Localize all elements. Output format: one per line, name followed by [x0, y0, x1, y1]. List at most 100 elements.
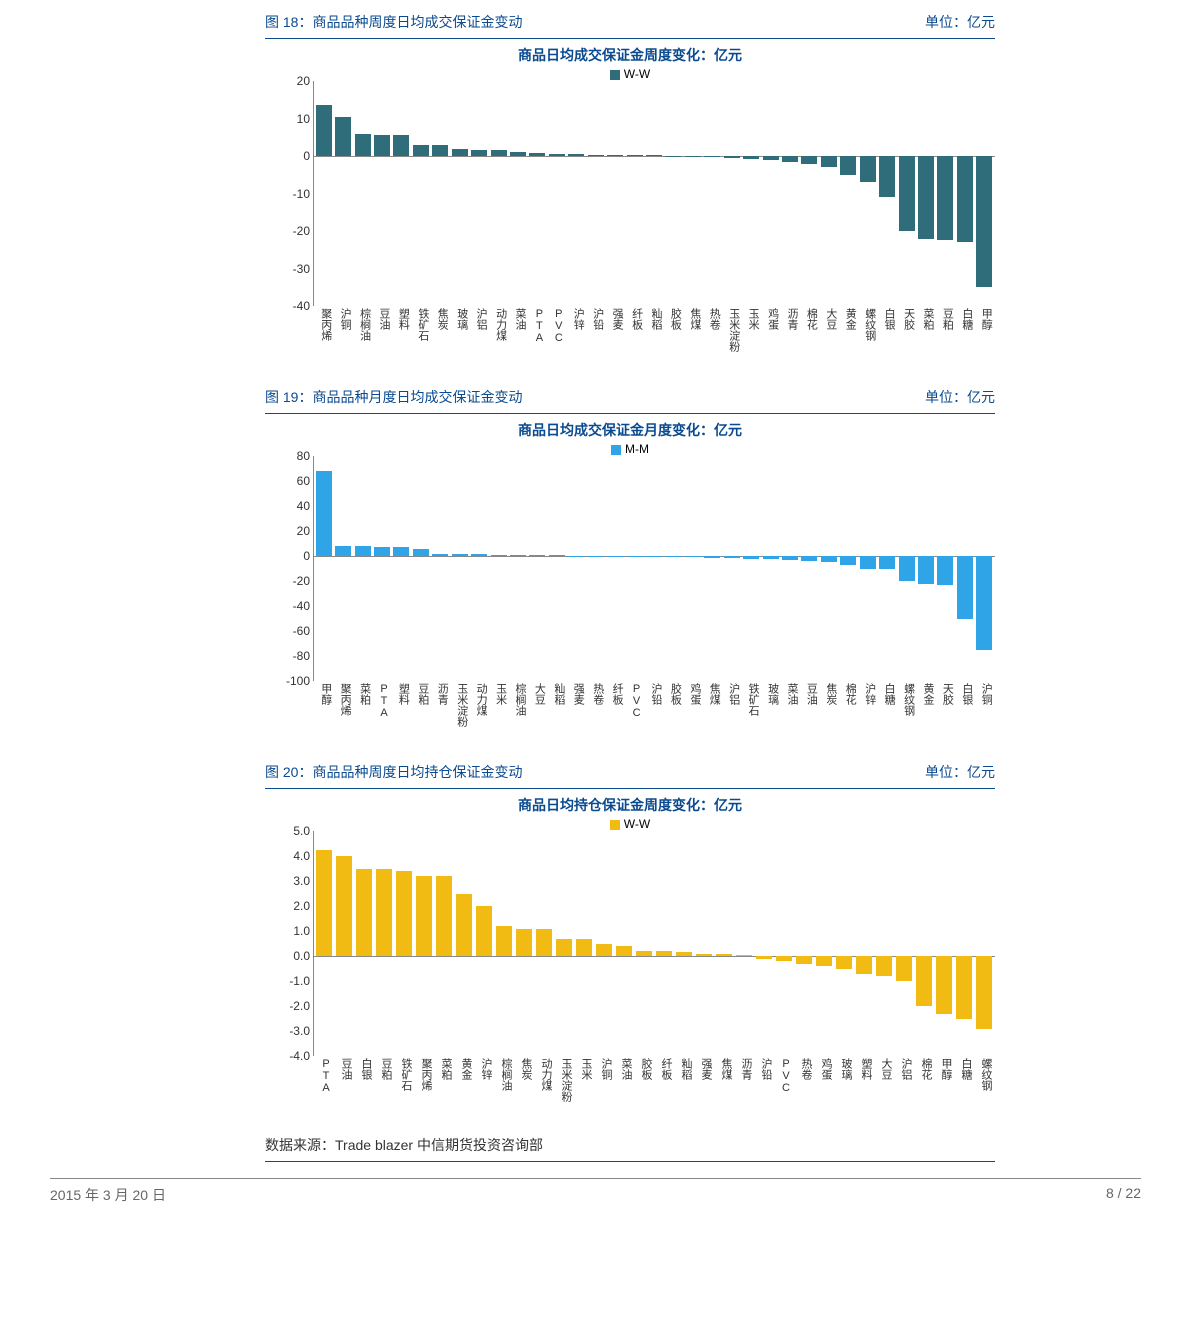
bar [413, 549, 429, 557]
x-label: 鸡蛋 [684, 683, 700, 705]
bar [796, 956, 812, 964]
x-label: PVC [548, 308, 564, 344]
bar [860, 556, 876, 569]
bar [957, 556, 973, 619]
x-label: 菜油 [509, 308, 525, 330]
bar [704, 556, 720, 558]
x-label: 菜粕 [354, 683, 370, 705]
y-tick: 4.0 [270, 849, 310, 863]
bar [374, 547, 390, 556]
x-label: 黄金 [839, 308, 855, 330]
x-label: 棉花 [915, 1058, 931, 1080]
bar [516, 929, 532, 957]
x-label: 白糖 [878, 683, 894, 705]
chart-title: 商品日均成交保证金月度变化：亿元 [265, 420, 995, 440]
bar [476, 906, 492, 956]
bar [636, 951, 652, 956]
x-label: 白银 [878, 308, 894, 330]
x-label: 玉米 [575, 1058, 591, 1080]
bar [491, 555, 507, 556]
x-label: 菜粕 [435, 1058, 451, 1080]
bar [801, 556, 817, 561]
x-label: 沥青 [431, 683, 447, 705]
plot-area: -4.0-3.0-2.0-1.00.01.02.03.04.05.0 [313, 831, 995, 1056]
legend-swatch [611, 445, 621, 455]
x-label: 动力煤 [470, 683, 486, 716]
bar [704, 156, 720, 157]
y-tick: -80 [270, 649, 310, 663]
x-label: 胶板 [635, 1058, 651, 1080]
bar [646, 155, 662, 156]
x-label: 强麦 [606, 308, 622, 330]
bar [716, 954, 732, 957]
x-label: 强麦 [567, 683, 583, 705]
x-label: 玉米 [742, 308, 758, 330]
bar [918, 156, 934, 239]
legend-label: M-M [625, 442, 649, 456]
y-tick: 0 [270, 549, 310, 563]
x-label: 玻璃 [762, 683, 778, 705]
x-label: 螺纹钢 [975, 1058, 991, 1091]
x-label: 动力煤 [535, 1058, 551, 1091]
bar [536, 929, 552, 957]
x-label: 黄金 [455, 1058, 471, 1080]
y-tick: 20 [270, 524, 310, 538]
x-label: 棉花 [839, 683, 855, 705]
y-tick: -100 [270, 674, 310, 688]
bar [763, 156, 779, 160]
bar [616, 946, 632, 956]
legend-label: W-W [624, 67, 650, 81]
bar [776, 956, 792, 961]
bar [976, 956, 992, 1029]
x-label: 纤板 [626, 308, 642, 330]
y-tick: 0 [270, 149, 310, 163]
x-label: 豆油 [373, 308, 389, 330]
y-tick: -30 [270, 262, 310, 276]
bar [627, 155, 643, 156]
bar [316, 105, 332, 156]
y-tick: 1.0 [270, 924, 310, 938]
bar [937, 556, 953, 585]
bar [471, 150, 487, 156]
bar [336, 856, 352, 956]
zero-line [314, 956, 995, 957]
bar [840, 556, 856, 565]
x-label: 沪铝 [470, 308, 486, 330]
x-label: 螺纹钢 [859, 308, 875, 341]
figure-label: 图 20：商品品种周度日均持仓保证金变动 [265, 762, 522, 782]
plot-area: -40-30-20-1001020 [313, 81, 995, 306]
bar [374, 135, 390, 156]
x-labels: 聚丙烯沪铜棕榈油豆油塑料铁矿石焦炭玻璃沪铝动力煤菜油PTAPVC沪锌沪铅强麦纤板… [313, 306, 995, 376]
figure-label: 图 18：商品品种周度日均成交保证金变动 [265, 12, 522, 32]
x-label: 塑料 [392, 308, 408, 330]
bar [685, 156, 701, 157]
x-label: 菜粕 [917, 308, 933, 330]
x-label: 铁矿石 [395, 1058, 411, 1091]
x-label: 热卷 [587, 683, 603, 705]
x-label: 塑料 [392, 683, 408, 705]
x-label: 豆油 [335, 1058, 351, 1080]
x-label: 沪铜 [975, 683, 991, 705]
x-label: 聚丙烯 [415, 1058, 431, 1091]
unit-label: 单位：亿元 [925, 12, 995, 32]
x-label: 大豆 [875, 1058, 891, 1080]
bar [956, 956, 972, 1019]
x-label: 塑料 [855, 1058, 871, 1080]
bar [896, 956, 912, 981]
figure-header: 图 20：商品品种周度日均持仓保证金变动单位：亿元 [265, 758, 995, 789]
bar [879, 156, 895, 197]
x-label: 玉米淀粉 [555, 1058, 571, 1102]
chart-title: 商品日均持仓保证金周度变化：亿元 [265, 795, 995, 815]
x-label: 铁矿石 [412, 308, 428, 341]
x-label: 籼稻 [675, 1058, 691, 1080]
bar [607, 155, 623, 156]
x-label: 棕榈油 [509, 683, 525, 716]
footer-page: 8 / 22 [1106, 1185, 1141, 1205]
chart: 商品日均成交保证金周度变化：亿元W-W-40-30-20-1001020聚丙烯沪… [265, 45, 995, 375]
x-label: 鸡蛋 [762, 308, 778, 330]
x-label: 沪铅 [645, 683, 661, 705]
source-text: 数据来源：Trade blazer 中信期货投资咨询部 [265, 1129, 995, 1162]
x-label: 大豆 [528, 683, 544, 705]
x-label: 玻璃 [835, 1058, 851, 1080]
x-label: 玉米淀粉 [723, 308, 739, 352]
